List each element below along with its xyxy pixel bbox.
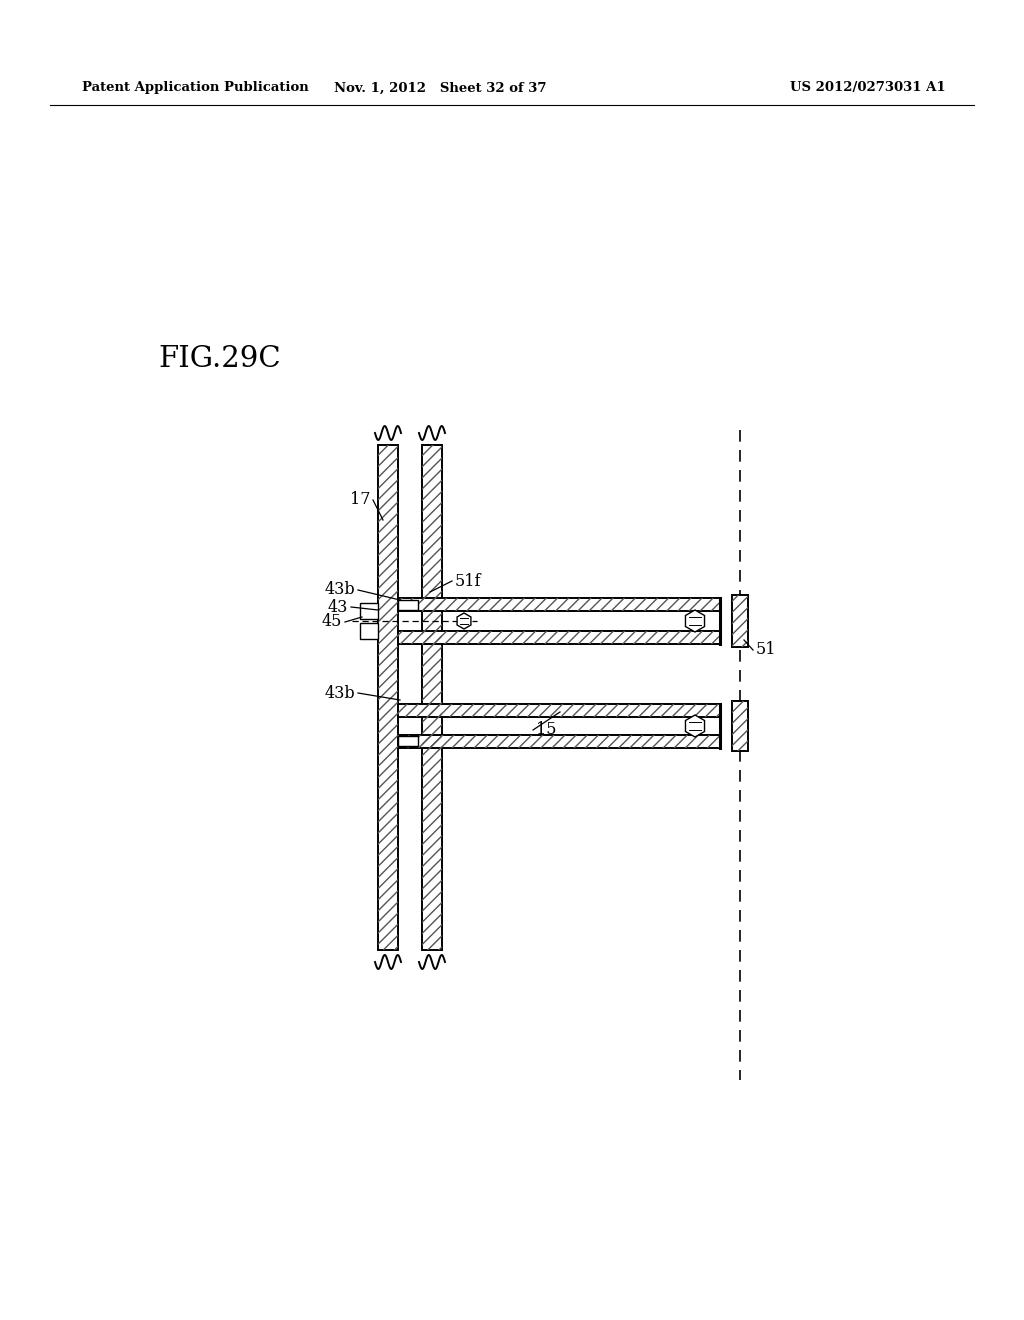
Text: 43: 43: [328, 598, 348, 615]
Bar: [360, 623, 378, 639]
Bar: [398, 735, 720, 748]
Bar: [422, 445, 442, 950]
Text: 15: 15: [536, 722, 556, 738]
Text: FIG.29C: FIG.29C: [158, 345, 281, 374]
Bar: [398, 737, 418, 746]
Bar: [732, 701, 748, 751]
Bar: [378, 445, 398, 950]
Bar: [360, 603, 378, 619]
Bar: [732, 595, 748, 647]
Text: 51: 51: [756, 642, 776, 659]
Bar: [422, 445, 442, 950]
Bar: [398, 601, 418, 610]
Bar: [398, 598, 720, 611]
Text: Nov. 1, 2012   Sheet 32 of 37: Nov. 1, 2012 Sheet 32 of 37: [334, 82, 546, 95]
Polygon shape: [685, 715, 705, 737]
Bar: [398, 735, 720, 748]
Text: 45: 45: [322, 614, 342, 631]
Bar: [398, 598, 720, 611]
Text: 43b: 43b: [325, 685, 355, 701]
Bar: [732, 595, 748, 647]
Text: 17: 17: [349, 491, 370, 508]
Bar: [732, 701, 748, 751]
Text: US 2012/0273031 A1: US 2012/0273031 A1: [790, 82, 945, 95]
Text: Patent Application Publication: Patent Application Publication: [82, 82, 309, 95]
Bar: [398, 631, 720, 644]
Bar: [378, 445, 398, 950]
Text: 43b: 43b: [325, 582, 355, 598]
Bar: [398, 704, 720, 717]
Bar: [398, 704, 720, 717]
Text: 51f: 51f: [455, 573, 481, 590]
Polygon shape: [685, 610, 705, 632]
Polygon shape: [457, 612, 471, 630]
Bar: [398, 631, 720, 644]
